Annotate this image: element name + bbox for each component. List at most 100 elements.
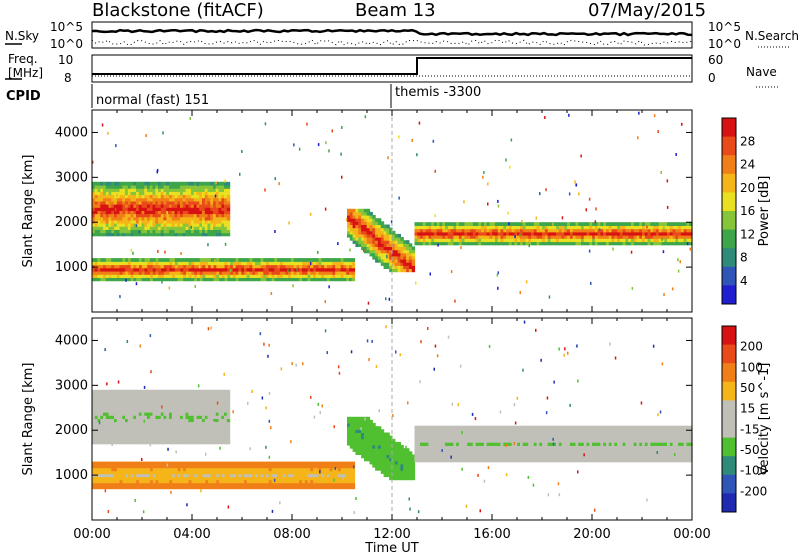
heatmap-cell <box>389 435 393 440</box>
heatmap-cell <box>92 181 96 186</box>
heatmap-cell <box>617 228 621 233</box>
heatmap-cell <box>349 233 354 238</box>
heatmap-cell <box>296 470 300 475</box>
heatmap-cell <box>422 231 427 236</box>
heatmap-cell <box>163 431 167 435</box>
heatmap-cell <box>380 237 385 241</box>
heatmap-cell <box>680 225 685 230</box>
heatmap-cell <box>224 267 228 272</box>
heatmap-cell <box>111 461 115 466</box>
heatmap-cell <box>337 267 342 272</box>
heatmap-cell <box>266 277 270 282</box>
heatmap-cell <box>138 434 143 438</box>
heatmap-cell <box>144 437 148 442</box>
heatmap-cell <box>103 271 107 275</box>
heatmap-cell <box>425 438 429 443</box>
heatmap-cell <box>271 482 275 487</box>
heatmap-cell <box>226 396 231 400</box>
heatmap-cell <box>127 412 132 416</box>
heatmap-cell <box>290 274 295 278</box>
heatmap-cell <box>163 223 167 227</box>
heatmap-cell <box>227 271 231 275</box>
heatmap-cell <box>447 451 452 456</box>
heatmap-cell <box>288 277 292 282</box>
heatmap-cell <box>664 225 668 230</box>
heatmap-cell <box>578 225 582 230</box>
heatmap-cell <box>669 225 674 230</box>
heatmap-cell <box>216 473 220 478</box>
heatmap-cell <box>403 243 407 247</box>
heatmap-cell <box>442 429 446 433</box>
heatmap-cell <box>185 258 190 262</box>
heatmap-cell <box>149 408 154 413</box>
heatmap-cell <box>550 241 554 246</box>
heatmap-cell <box>127 207 132 211</box>
heatmap-cell <box>246 258 251 262</box>
heatmap-cell <box>138 415 143 419</box>
heatmap-cell <box>92 210 96 215</box>
heatmap-cell <box>366 426 371 430</box>
heatmap-cell <box>282 461 287 466</box>
heatmap-cell <box>383 259 387 263</box>
noise-speck <box>164 250 166 254</box>
heatmap-cell <box>403 454 407 459</box>
heatmap-cell <box>116 476 121 481</box>
nave-label: Nave <box>746 65 777 79</box>
heatmap-cell <box>310 467 314 472</box>
noise-speck <box>135 224 138 228</box>
heatmap-cell <box>111 277 115 282</box>
heatmap-cell <box>464 438 468 443</box>
heatmap-cell <box>172 267 176 272</box>
heatmap-cell <box>558 225 563 230</box>
heatmap-cell <box>180 194 184 199</box>
heatmap-cell <box>122 479 126 484</box>
heatmap-cell <box>263 482 267 487</box>
heatmap-cell <box>92 191 96 196</box>
heatmap-cell <box>302 482 306 487</box>
heatmap-cell <box>191 194 195 199</box>
heatmap-cell <box>486 225 490 230</box>
heatmap-cell <box>310 261 314 266</box>
heatmap-cell <box>188 267 193 272</box>
heatmap-cell <box>389 457 393 462</box>
heatmap-cell <box>141 216 145 221</box>
heatmap-cell <box>177 421 181 426</box>
heatmap-cell <box>111 437 115 442</box>
heatmap-cell <box>536 222 540 226</box>
heatmap-cell <box>672 231 676 236</box>
heatmap-cell <box>372 457 376 462</box>
heatmap-cell <box>210 393 214 397</box>
heatmap-cell <box>199 399 203 404</box>
noise-speck <box>287 269 289 273</box>
noise-speck <box>450 270 453 274</box>
heatmap-cell <box>375 255 379 260</box>
heatmap-cell <box>400 470 404 474</box>
heatmap-cell <box>122 194 126 199</box>
heatmap-cell <box>114 482 118 487</box>
heatmap-cell <box>249 277 253 282</box>
heatmap-cell <box>547 225 552 230</box>
heatmap-cell <box>633 225 638 230</box>
heatmap-cell <box>210 207 214 211</box>
heatmap-cell <box>366 438 371 443</box>
heatmap-cell <box>343 467 347 472</box>
heatmap-cell <box>667 231 671 236</box>
heatmap-cell <box>246 473 251 478</box>
heatmap-cell <box>141 191 145 196</box>
heatmap-cell <box>169 223 173 227</box>
heatmap-cell <box>177 402 181 407</box>
heatmap-cell <box>210 473 215 478</box>
heatmap-cell <box>296 277 300 282</box>
heatmap-cell <box>417 231 421 236</box>
heatmap-cell <box>100 415 104 419</box>
noise-speck <box>483 171 485 175</box>
heatmap-cell <box>210 467 215 472</box>
heatmap-cell <box>174 274 179 278</box>
heatmap-cell <box>363 441 368 446</box>
heatmap-cell <box>177 232 181 237</box>
heatmap-cell <box>313 261 317 266</box>
heatmap-cell <box>517 235 521 239</box>
heatmap-cell <box>622 238 626 243</box>
heatmap-cell <box>144 264 148 269</box>
heatmap-cell <box>561 231 565 236</box>
